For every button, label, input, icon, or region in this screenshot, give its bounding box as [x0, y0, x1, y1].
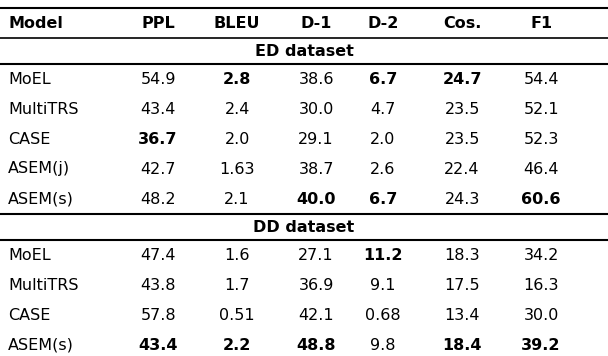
Text: 18.4: 18.4	[443, 337, 482, 352]
Text: 48.2: 48.2	[140, 192, 176, 206]
Text: 22.4: 22.4	[444, 162, 480, 177]
Text: D-2: D-2	[367, 16, 399, 31]
Text: 57.8: 57.8	[140, 308, 176, 323]
Text: 13.4: 13.4	[444, 308, 480, 323]
Text: 2.2: 2.2	[223, 337, 251, 352]
Text: ASEM(s): ASEM(s)	[8, 192, 74, 206]
Text: 48.8: 48.8	[297, 337, 336, 352]
Text: 34.2: 34.2	[523, 247, 559, 262]
Text: 2.0: 2.0	[224, 131, 250, 147]
Text: 29.1: 29.1	[299, 131, 334, 147]
Text: 1.63: 1.63	[219, 162, 255, 177]
Text: 39.2: 39.2	[522, 337, 561, 352]
Text: 24.3: 24.3	[444, 192, 480, 206]
Text: 9.8: 9.8	[370, 337, 396, 352]
Text: PPL: PPL	[141, 16, 175, 31]
Text: 17.5: 17.5	[444, 277, 480, 293]
Text: 0.51: 0.51	[219, 308, 255, 323]
Text: 2.8: 2.8	[223, 72, 251, 87]
Text: ASEM(s): ASEM(s)	[8, 337, 74, 352]
Text: 47.4: 47.4	[140, 247, 176, 262]
Text: Cos.: Cos.	[443, 16, 482, 31]
Text: 2.0: 2.0	[370, 131, 396, 147]
Text: MultiTRS: MultiTRS	[8, 101, 78, 116]
Text: 16.3: 16.3	[523, 277, 559, 293]
Text: 36.9: 36.9	[299, 277, 334, 293]
Text: 24.7: 24.7	[443, 72, 482, 87]
Text: Model: Model	[8, 16, 63, 31]
Text: D-1: D-1	[300, 16, 332, 31]
Text: 23.5: 23.5	[444, 101, 480, 116]
Text: 2.4: 2.4	[224, 101, 250, 116]
Text: 54.9: 54.9	[140, 72, 176, 87]
Text: MoEL: MoEL	[8, 72, 50, 87]
Text: 1.7: 1.7	[224, 277, 250, 293]
Text: MoEL: MoEL	[8, 247, 50, 262]
Text: 6.7: 6.7	[369, 72, 397, 87]
Text: 9.1: 9.1	[370, 277, 396, 293]
Text: 2.6: 2.6	[370, 162, 396, 177]
Text: 4.7: 4.7	[370, 101, 396, 116]
Text: 43.8: 43.8	[140, 277, 176, 293]
Text: CASE: CASE	[8, 308, 50, 323]
Text: CASE: CASE	[8, 131, 50, 147]
Text: 6.7: 6.7	[369, 192, 397, 206]
Text: 2.1: 2.1	[224, 192, 250, 206]
Text: 30.0: 30.0	[523, 308, 559, 323]
Text: 0.68: 0.68	[365, 308, 401, 323]
Text: 43.4: 43.4	[139, 337, 178, 352]
Text: ASEM(j): ASEM(j)	[8, 162, 70, 177]
Text: DD dataset: DD dataset	[254, 220, 354, 235]
Text: 30.0: 30.0	[299, 101, 334, 116]
Text: F1: F1	[530, 16, 552, 31]
Text: 38.7: 38.7	[299, 162, 334, 177]
Text: 11.2: 11.2	[364, 247, 402, 262]
Text: 1.6: 1.6	[224, 247, 250, 262]
Text: 42.1: 42.1	[299, 308, 334, 323]
Text: MultiTRS: MultiTRS	[8, 277, 78, 293]
Text: 52.3: 52.3	[523, 131, 559, 147]
Text: ED dataset: ED dataset	[255, 43, 353, 58]
Text: 23.5: 23.5	[444, 131, 480, 147]
Text: 60.6: 60.6	[522, 192, 561, 206]
Text: BLEU: BLEU	[214, 16, 260, 31]
Text: 42.7: 42.7	[140, 162, 176, 177]
Text: 54.4: 54.4	[523, 72, 559, 87]
Text: 52.1: 52.1	[523, 101, 559, 116]
Text: 43.4: 43.4	[140, 101, 176, 116]
Text: 18.3: 18.3	[444, 247, 480, 262]
Text: 38.6: 38.6	[299, 72, 334, 87]
Text: 46.4: 46.4	[523, 162, 559, 177]
Text: 36.7: 36.7	[139, 131, 178, 147]
Text: 27.1: 27.1	[299, 247, 334, 262]
Text: 40.0: 40.0	[297, 192, 336, 206]
